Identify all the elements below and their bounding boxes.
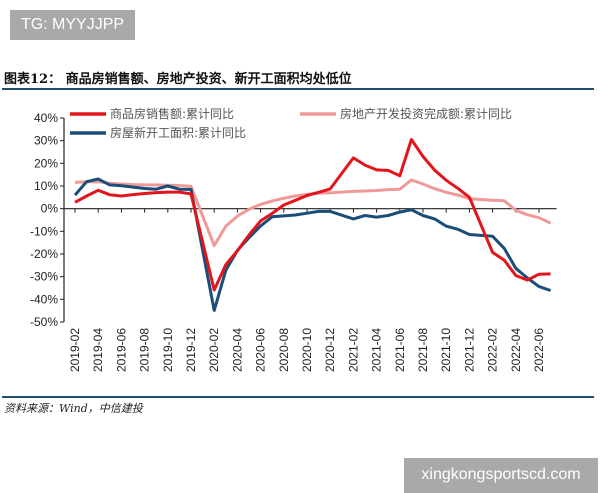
title-divider	[2, 88, 594, 90]
x-tick-label: 2021-10	[439, 328, 453, 372]
x-tick-label: 2022-02	[486, 328, 500, 372]
x-tick-label: 2020-02	[207, 328, 221, 372]
series-line	[74, 138, 551, 292]
x-tick-label: 2019-02	[68, 328, 82, 372]
y-tick-label: -30%	[30, 270, 58, 284]
x-tick-label: 2019-12	[184, 328, 198, 372]
figure-title: 图表12： 商品房销售额、房地产投资、新开工面积均处低位	[4, 72, 352, 87]
source-note: 资料来源：Wind，中信建投	[4, 402, 143, 415]
y-tick-label: 0%	[41, 202, 59, 216]
x-tick-label: 2021-02	[346, 328, 360, 372]
x-tick-label: 2019-06	[114, 328, 128, 372]
x-tick-label: 2021-06	[393, 328, 407, 372]
watermark-top: TG: MYYJJPP	[10, 10, 135, 40]
series-line	[73, 177, 552, 312]
x-tick-label: 2020-08	[277, 328, 291, 372]
y-tick-label: -20%	[30, 247, 58, 261]
source-divider	[2, 396, 594, 398]
x-tick-label: 2022-06	[532, 328, 546, 372]
x-tick-label: 2021-12	[462, 328, 476, 372]
y-tick-label: 20%	[34, 156, 58, 170]
y-tick-label: 10%	[34, 179, 58, 193]
y-tick-label: -10%	[30, 224, 58, 238]
x-tick-label: 2020-12	[323, 328, 337, 372]
x-tick-label: 2020-04	[230, 328, 244, 372]
x-tick-label: 2019-04	[91, 328, 105, 372]
x-tick-label: 2019-08	[138, 328, 152, 372]
legend-label: 房屋新开工面积:累计同比	[110, 125, 246, 140]
x-tick-label: 2021-04	[370, 328, 384, 372]
y-tick-label: -50%	[30, 315, 58, 329]
x-tick-label: 2020-10	[300, 328, 314, 372]
x-tick-label: 2022-04	[509, 328, 523, 372]
x-tick-label: 2019-10	[161, 328, 175, 372]
legend-label: 房地产开发投资完成额:累计同比	[340, 106, 512, 121]
watermark-bottom: xingkongsportscd.com	[404, 458, 598, 493]
line-chart: 40% 30% 20% 10% 0% -10% -20% -30% -40% -50% 2019-0…	[30, 106, 557, 372]
x-tick-label: 2020-06	[254, 328, 268, 372]
x-tick-label: 2021-08	[416, 328, 430, 372]
y-tick-label: -40%	[30, 292, 58, 306]
y-tick-label: 40%	[34, 111, 58, 125]
y-tick-label: 30%	[34, 134, 58, 148]
legend-label: 商品房销售额:累计同比	[110, 106, 234, 121]
